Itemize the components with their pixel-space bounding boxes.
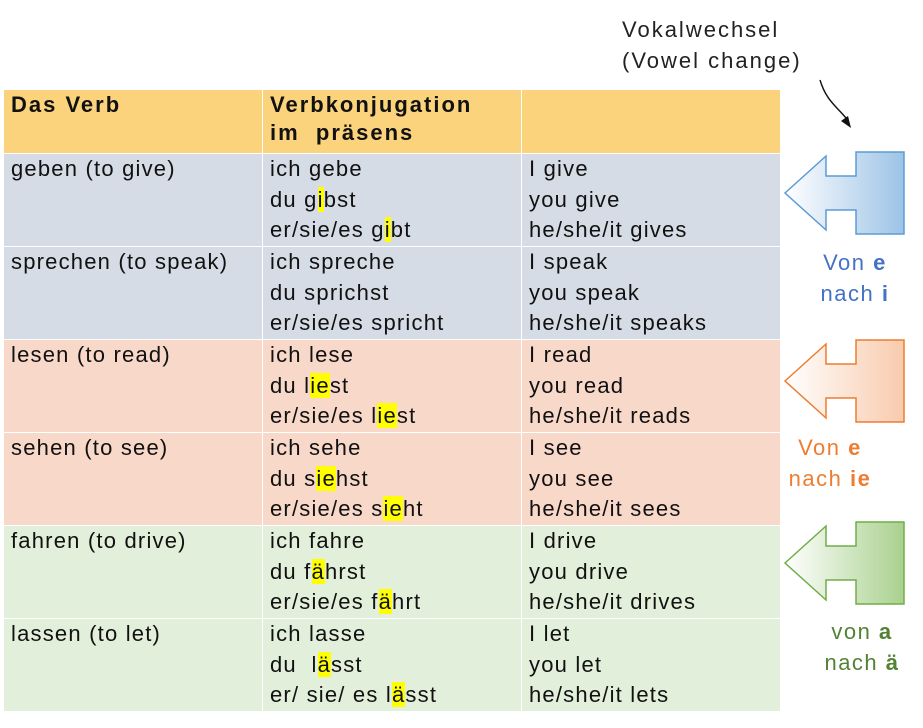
english-line: he/she/it sees [529, 496, 682, 521]
english-cell: I see you see he/she/it sees [521, 432, 781, 526]
conjugation-cell: ich lasse du lässt er/ sie/ es lässt [262, 618, 522, 712]
conjugation-line: du sprichst [270, 279, 390, 305]
english-line: you give [529, 186, 621, 212]
table-row: geben (to give) ich gebe du gibst er/sie/es… [3, 153, 781, 247]
conjugation-line: er/sie/es sieht [270, 496, 424, 521]
table-row: sehen (to see) ich sehe du siehst er/sie/es… [3, 432, 781, 526]
conjugation-table: Das Verb Verbkonjugation im präsens gebe… [3, 89, 781, 712]
english-line: I give [529, 156, 589, 181]
conjugation-cell: ich fahre du fährst er/sie/es fährt [262, 525, 522, 619]
label-a-to-ae: von a nach ä [824, 619, 900, 675]
conjugation-line: ich fahre [270, 528, 366, 553]
english-line: you speak [529, 279, 641, 305]
english-line: I read [529, 342, 593, 367]
conjugation-line: ich spreche [270, 249, 396, 274]
note-line-1: Vokalwechsel [622, 17, 780, 42]
verb-cell: sehen (to see) [3, 432, 263, 526]
table-row: lassen (to let) ich lasse du lässt er/ sie/… [3, 618, 781, 712]
vowel-highlight: i [317, 186, 324, 212]
english-line: I see [529, 435, 583, 460]
header-verb: Das Verb [3, 89, 263, 154]
conjugation-cell: ich gebe du gibst er/sie/es gibt [262, 153, 522, 247]
english-cell: I speak you speak he/she/it speaks [521, 246, 781, 340]
curved-pointer-arrow [819, 79, 851, 128]
english-cell: I give you give he/she/it gives [521, 153, 781, 247]
english-cell: I drive you drive he/she/it drives [521, 525, 781, 619]
table-header-row: Das Verb Verbkonjugation im präsens [3, 89, 781, 154]
vowel-highlight: ie [310, 372, 330, 398]
vowel-highlight: ie [383, 496, 403, 521]
english-line: you read [529, 372, 625, 398]
verb-cell: lassen (to let) [3, 618, 263, 712]
blue-left-arrow-icon [783, 151, 905, 235]
note-line-2: (Vowel change) [622, 48, 802, 73]
conjugation-line: er/sie/es fährt [270, 589, 422, 614]
conjugation-line: du siehst [270, 465, 369, 491]
verb-cell: sprechen (to speak) [3, 246, 263, 340]
conjugation-line: ich lese [270, 342, 355, 367]
green-left-arrow-icon [783, 521, 905, 605]
english-line: he/she/it speaks [529, 310, 708, 335]
conjugation-line: ich sehe [270, 435, 362, 460]
vowel-highlight: ie [316, 465, 336, 491]
english-line: I drive [529, 528, 598, 553]
vowel-highlight: i [384, 217, 391, 242]
conjugation-line: er/sie/es liest [270, 403, 417, 428]
conjugation-cell: ich lese du liest er/sie/es liest [262, 339, 522, 433]
english-cell: I let you let he/she/it lets [521, 618, 781, 712]
conjugation-line: du liest [270, 372, 350, 398]
english-line: you see [529, 465, 615, 491]
conjugation-cell: ich spreche du sprichst er/sie/es spricht [262, 246, 522, 340]
vowel-highlight: ä [317, 651, 332, 677]
english-line: he/she/it drives [529, 589, 697, 614]
conjugation-line: ich gebe [270, 156, 363, 181]
table-row: lesen (to read) ich lese du liest er/sie/es… [3, 339, 781, 433]
english-line: you let [529, 651, 603, 677]
verb-cell: geben (to give) [3, 153, 263, 247]
conjugation-line: er/sie/es spricht [270, 310, 445, 335]
label-e-to-ie: Von e nach ie [788, 435, 872, 491]
english-line: I let [529, 621, 571, 646]
vowel-highlight: ä [391, 682, 406, 707]
conjugation-cell: ich sehe du siehst er/sie/es sieht [262, 432, 522, 526]
orange-left-arrow-icon [783, 339, 905, 423]
vowel-highlight: ä [311, 558, 325, 584]
label-e-to-i: Von e nach i [820, 250, 890, 306]
conjugation-line: er/sie/es gibt [270, 217, 412, 242]
vowel-change-note: Vokalwechsel (Vowel change) [622, 14, 802, 76]
verb-cell: lesen (to read) [3, 339, 263, 433]
table-row: sprechen (to speak) ich spreche du sprichs… [3, 246, 781, 340]
conjugation-line: du lässt [270, 651, 363, 677]
vowel-highlight: ä [378, 589, 393, 614]
vowel-highlight: ie [377, 403, 397, 428]
english-line: you drive [529, 558, 630, 584]
english-line: I speak [529, 249, 609, 274]
conjugation-line: du fährst [270, 558, 367, 584]
english-line: he/she/it gives [529, 217, 688, 242]
header-english [521, 89, 781, 154]
english-line: he/she/it reads [529, 403, 692, 428]
verb-cell: fahren (to drive) [3, 525, 263, 619]
english-cell: I read you read he/she/it reads [521, 339, 781, 433]
conjugation-line: er/ sie/ es lässt [270, 682, 438, 707]
conjugation-line: ich lasse [270, 621, 367, 646]
english-line: he/she/it lets [529, 682, 670, 707]
table-row: fahren (to drive) ich fahre du fährst er/si… [3, 525, 781, 619]
conjugation-line: du gibst [270, 186, 357, 212]
header-conjugation: Verbkonjugation im präsens [262, 89, 522, 154]
